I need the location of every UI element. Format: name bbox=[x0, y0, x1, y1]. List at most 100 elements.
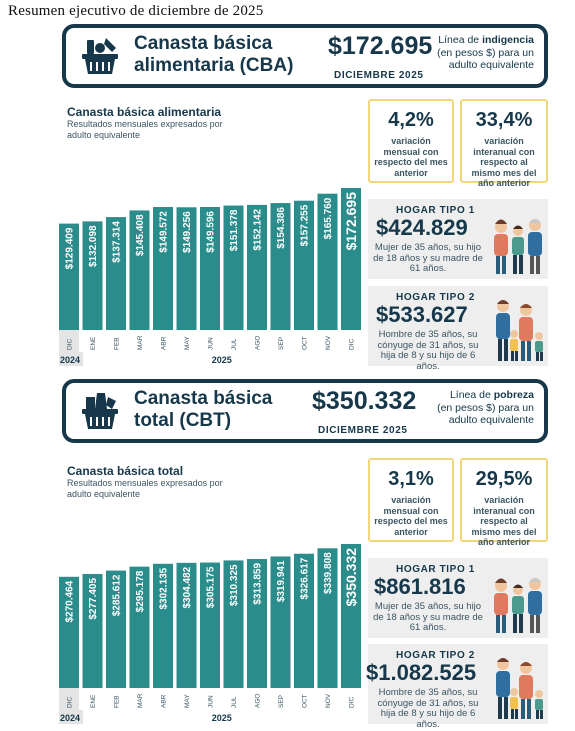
cbt-category-band bbox=[247, 688, 267, 710]
cbt-category-band bbox=[106, 688, 126, 710]
cba-category-label: NOV bbox=[325, 335, 332, 350]
cba-year-label: 2025 bbox=[212, 355, 232, 365]
cba-bar bbox=[294, 200, 314, 330]
cba-category-label: SEP bbox=[278, 337, 285, 350]
cba-hogar1-desc: Mujer de 35 años, su hijo de 18 años y s… bbox=[373, 242, 483, 274]
cba-bar-value-label: $129.409 bbox=[65, 227, 76, 269]
cba-chart-title: Canasta básica alimentaria bbox=[67, 105, 222, 119]
cba-bar-value-label: $152.142 bbox=[253, 208, 264, 250]
cba-bar bbox=[341, 188, 361, 330]
cbt-year-label: 2025 bbox=[212, 713, 232, 723]
cba-bar bbox=[200, 206, 220, 330]
cba-category-label: MAY bbox=[184, 336, 191, 350]
cbt-bar bbox=[82, 573, 103, 688]
cba-category-label: JUN bbox=[208, 337, 215, 350]
cba-bar bbox=[59, 223, 79, 330]
cba-bar bbox=[223, 205, 244, 330]
cbt-monthly-desc: variación mensual con respecto del mes a… bbox=[374, 495, 448, 537]
family-three-icon bbox=[494, 219, 542, 274]
cbt-category-band bbox=[317, 688, 338, 710]
document-title: Resumen ejecutivo de diciembre de 2025 bbox=[8, 3, 264, 19]
cbt-category-band bbox=[200, 688, 220, 710]
cba-hogar2-card: HOGAR TIPO 2 $533.627 Hombre de 35 años,… bbox=[368, 286, 548, 371]
cbt-category-band bbox=[294, 688, 314, 710]
cbt-annual-desc: variación interanual con respecto al mis… bbox=[471, 495, 537, 547]
cbt-monthly-variation: 3,1% variación mensual con respecto del … bbox=[368, 458, 454, 542]
cba-hogar2-value: $533.627 bbox=[376, 302, 468, 327]
cba-category-band bbox=[270, 330, 291, 352]
cbt-category-band bbox=[129, 688, 150, 710]
cbt-hogar1-value: $861.816 bbox=[374, 574, 466, 599]
cbt-annual-variation: 29,5% variación interanual con respecto … bbox=[460, 458, 548, 547]
cba-category-label: DIC bbox=[349, 339, 356, 351]
cba-category-label: OCT bbox=[302, 336, 309, 350]
cba-bar-value-label: $172.695 bbox=[343, 192, 359, 251]
cbt-category-label: NOV bbox=[325, 693, 332, 708]
cba-category-band bbox=[294, 330, 314, 352]
cba-header-note: Línea de indigencia (en pesos $) para un… bbox=[437, 34, 534, 71]
cba-bar-value-label: $137.314 bbox=[112, 221, 123, 263]
cbt-bar bbox=[270, 556, 291, 688]
cba-bar bbox=[247, 204, 267, 330]
shopping-basket-icon bbox=[82, 393, 118, 429]
cba-category-label: MAR bbox=[137, 335, 144, 350]
cbt-chart-subtitle: Resultados mensuales expresados por adul… bbox=[67, 478, 223, 499]
cba-bar-value-label: $157.255 bbox=[300, 204, 311, 246]
cba-category-label: AGO bbox=[255, 336, 262, 350]
cba-chart-subtitle: Resultados mensuales expresados por adul… bbox=[67, 119, 223, 140]
cbt-bar bbox=[341, 543, 361, 688]
cba-monthly-pct: 4,2% bbox=[388, 109, 434, 131]
cba-category-band bbox=[106, 330, 126, 352]
cba-bar bbox=[270, 203, 291, 330]
cbt-category-label: MAR bbox=[137, 693, 144, 708]
cbt-category-band bbox=[223, 688, 244, 710]
cbt-bar-value-label: $313.859 bbox=[253, 563, 264, 605]
cbt-bar-value-label: $339.808 bbox=[323, 552, 334, 594]
cbt-category-label: DIC bbox=[349, 697, 356, 709]
cba-category-band bbox=[341, 330, 361, 352]
cba-category-band bbox=[200, 330, 220, 352]
cbt-category-label: DIC bbox=[67, 697, 74, 709]
cbt-chart-title: Canasta básica total bbox=[67, 464, 184, 478]
family-four-icon bbox=[496, 300, 543, 361]
cbt-category-band bbox=[153, 688, 173, 710]
cbt-category-label: AGO bbox=[255, 694, 262, 708]
cba-category-label: ENE bbox=[90, 336, 97, 350]
cbt-category-label: SEP bbox=[278, 695, 285, 708]
cbt-category-label: MAY bbox=[184, 694, 191, 708]
cba-category-band bbox=[129, 330, 150, 352]
cba-category-band bbox=[176, 330, 197, 352]
cbt-bar bbox=[59, 576, 79, 688]
cbt-header-month: DICIEMBRE 2025 bbox=[318, 425, 408, 436]
grocery-basket-icon bbox=[82, 38, 118, 74]
cbt-hogar1-card: HOGAR TIPO 1 $861.816 Mujer de 35 años, … bbox=[368, 558, 548, 638]
cbt-bar bbox=[176, 562, 197, 688]
cba-annual-pct: 33,4% bbox=[475, 109, 533, 131]
cba-monthly-desc: variación mensual con respecto del mes a… bbox=[374, 136, 448, 178]
cba-header: Canasta básica alimentaria (CBA) $172.69… bbox=[62, 24, 548, 88]
cba-annual-variation: 33,4% variación interanual con respecto … bbox=[460, 99, 548, 188]
cbt-bar-chart: $270.464 DIC $277.405 ENE $285.612 FEB $295.17… bbox=[59, 543, 361, 724]
cbt-bar-value-label: $310.325 bbox=[229, 564, 240, 606]
cba-monthly-variation: 4,2% variación mensual con respecto del … bbox=[368, 99, 454, 183]
cbt-header-title: Canasta básica total (CBT) bbox=[134, 388, 273, 431]
cbt-hogar2-title: HOGAR TIPO 2 bbox=[396, 650, 475, 661]
cbt-annual-pct: 29,5% bbox=[475, 468, 533, 490]
cba-category-band bbox=[153, 330, 173, 352]
cbt-bar bbox=[129, 566, 150, 688]
cba-hogar1-card: HOGAR TIPO 1 $424.829 Mujer de 35 años, … bbox=[368, 199, 548, 279]
cbt-header-note: Línea de pobreza (en pesos $) para un ad… bbox=[437, 389, 534, 426]
cba-bar bbox=[176, 207, 197, 330]
cbt-category-label: FEB bbox=[114, 695, 121, 708]
cbt-year-label: 2024 bbox=[60, 713, 80, 723]
cba-category-band bbox=[317, 330, 338, 352]
cba-bar bbox=[129, 210, 150, 330]
cbt-bar bbox=[317, 548, 338, 688]
cba-category-band bbox=[59, 330, 79, 352]
cbt-category-label: ABR bbox=[161, 694, 168, 708]
cba-year-band bbox=[59, 352, 83, 366]
cba-hogar1-value: $424.829 bbox=[376, 215, 468, 240]
cba-category-band bbox=[223, 330, 244, 352]
cbt-bar-value-label: $350.332 bbox=[343, 548, 359, 607]
cbt-hogar2-card: HOGAR TIPO 2 $1.082.525 Hombre de 35 año… bbox=[366, 644, 548, 729]
